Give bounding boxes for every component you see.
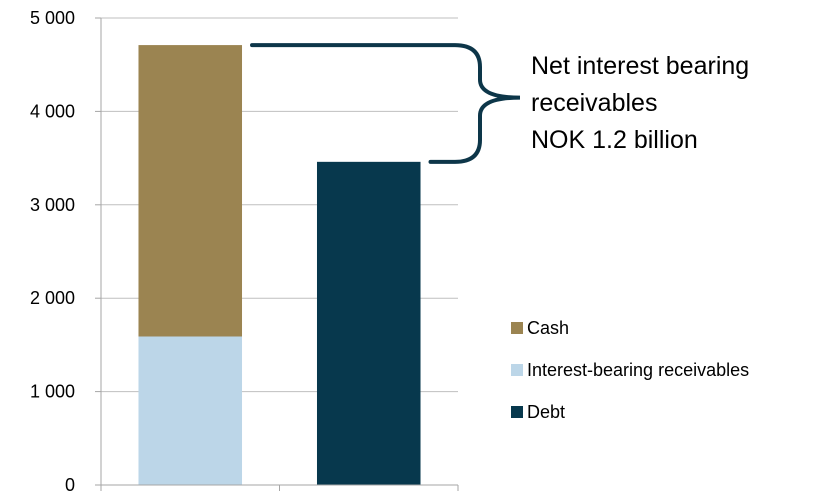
- axes: [95, 17, 459, 491]
- net-receivables-annotation: Net interest bearing receivables NOK 1.2…: [531, 48, 749, 159]
- legend-swatch-cash: [511, 322, 523, 334]
- bar-cash-0: [138, 45, 243, 337]
- legend-item-debt: Debt: [511, 402, 749, 422]
- legend-label-cash: Cash: [527, 317, 570, 338]
- legend: Cash Interest-bearing receivables Debt: [511, 318, 749, 444]
- y-tick-label-3: 3 000: [30, 195, 75, 215]
- legend-label-debt: Debt: [527, 401, 566, 422]
- annotation-line-2: receivables: [531, 89, 658, 117]
- y-tick-label-2: 2 000: [30, 288, 75, 308]
- bar-interest-bearing-receivables-0: [138, 336, 243, 485]
- annotation-line-1: Net interest bearing: [531, 52, 750, 80]
- bars: [138, 45, 421, 485]
- y-tick-label-0: 0: [65, 475, 75, 495]
- legend-label-interest-bearing-receivables: Interest-bearing receivables: [527, 359, 750, 380]
- annotation-brace: [250, 43, 521, 164]
- legend-item-cash: Cash: [511, 318, 749, 338]
- y-tick-label-4: 4 000: [30, 101, 75, 121]
- y-tick-label-5: 5 000: [30, 8, 75, 28]
- annotation-line-3: NOK 1.2 billion: [531, 126, 698, 154]
- y-tick-label-1: 1 000: [30, 382, 75, 402]
- legend-swatch-interest-bearing-receivables: [511, 364, 523, 376]
- legend-item-interest-bearing-receivables: Interest-bearing receivables: [511, 360, 749, 380]
- legend-swatch-debt: [511, 406, 523, 418]
- y-tick-labels: 0 1 000 2 000 3 000 4 000 5 000: [30, 8, 75, 495]
- bar-debt-1: [316, 161, 421, 485]
